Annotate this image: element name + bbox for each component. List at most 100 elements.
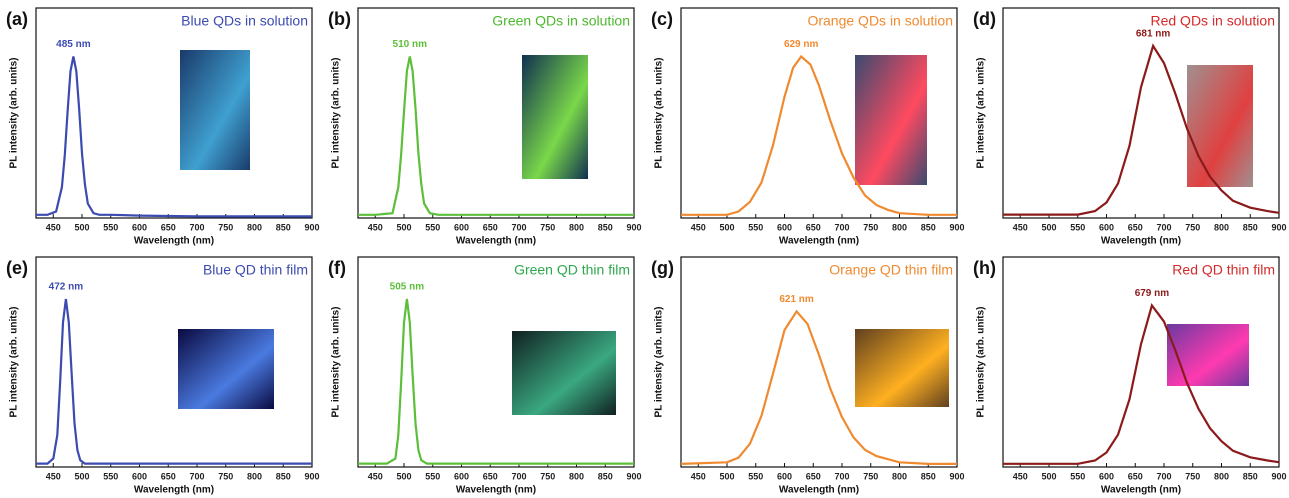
panel-label: (b)	[328, 9, 351, 29]
inset-photo	[855, 55, 927, 185]
x-tick-label: 550	[1070, 471, 1085, 481]
x-tick-label: 850	[1243, 222, 1258, 232]
x-tick-label: 800	[569, 222, 584, 232]
panel-label: (c)	[651, 9, 673, 29]
peak-label: 621 nm	[779, 294, 814, 305]
x-tick-label: 750	[218, 471, 233, 481]
x-tick-label: 450	[368, 222, 383, 232]
x-tick-label: 450	[691, 222, 706, 232]
x-tick-label: 800	[1214, 471, 1229, 481]
panel-label: (a)	[6, 9, 28, 29]
x-tick-label: 850	[598, 222, 613, 232]
peak-label: 629 nm	[784, 39, 819, 50]
x-tick-label: 750	[1185, 222, 1200, 232]
x-tick-label: 450	[368, 471, 383, 481]
x-tick-label: 550	[748, 222, 763, 232]
panel-title: Blue QD thin film	[203, 262, 308, 278]
panel-label: (f)	[328, 258, 346, 278]
x-tick-label: 750	[540, 222, 555, 232]
x-tick-label: 700	[189, 222, 204, 232]
peak-label: 485 nm	[56, 39, 91, 50]
x-tick-label: 850	[1243, 471, 1258, 481]
chart-panel: 450500550600650700750800850900Wavelength…	[0, 249, 322, 498]
y-axis-label: PL intensity (arb. units)	[9, 307, 20, 418]
x-tick-label: 750	[863, 471, 878, 481]
y-axis-label: PL intensity (arb. units)	[654, 58, 665, 169]
x-tick-label: 600	[1099, 471, 1114, 481]
x-tick-label: 700	[511, 471, 526, 481]
x-tick-label: 450	[691, 471, 706, 481]
x-tick-label: 550	[748, 471, 763, 481]
x-tick-label: 650	[483, 222, 498, 232]
x-tick-label: 550	[1070, 222, 1085, 232]
panel-label: (e)	[6, 258, 28, 278]
x-tick-label: 450	[46, 471, 61, 481]
x-tick-label: 800	[247, 222, 262, 232]
peak-label: 510 nm	[393, 39, 428, 50]
y-axis-label: PL intensity (arb. units)	[976, 307, 987, 418]
x-tick-label: 900	[626, 222, 641, 232]
x-tick-label: 600	[1099, 222, 1114, 232]
x-tick-label: 450	[1013, 471, 1028, 481]
x-tick-label: 900	[949, 222, 964, 232]
x-tick-label: 500	[1041, 471, 1056, 481]
x-tick-label: 550	[425, 471, 440, 481]
x-tick-label: 450	[1013, 222, 1028, 232]
x-tick-label: 500	[74, 471, 89, 481]
x-tick-label: 650	[161, 471, 176, 481]
x-tick-label: 500	[74, 222, 89, 232]
panel-title: Blue QDs in solution	[181, 13, 308, 29]
figure: 450 500 550 600 650 700 750 800 850 900 Wavelength…	[0, 0, 1289, 498]
x-tick-label: 600	[454, 471, 469, 481]
x-tick-label: 700	[189, 471, 204, 481]
inset-photo	[855, 329, 949, 407]
x-axis-label: Wavelength (nm)	[1101, 236, 1181, 247]
x-tick-label: 750	[218, 222, 233, 232]
x-tick-label: 600	[777, 222, 792, 232]
panel-title: Green QD thin film	[514, 262, 630, 278]
x-tick-label: 750	[540, 471, 555, 481]
x-tick-label: 750	[863, 222, 878, 232]
chart-panel: 450500550600650700750800850900Wavelength…	[645, 0, 967, 249]
x-tick-label: 900	[1271, 222, 1286, 232]
inset-photo	[178, 329, 274, 409]
y-axis-label: PL intensity (arb. units)	[654, 307, 665, 418]
x-tick-label: 900	[304, 471, 319, 481]
inset-photo	[1167, 324, 1249, 386]
x-tick-label: 650	[483, 471, 498, 481]
x-tick-label: 700	[834, 222, 849, 232]
x-tick-label: 900	[949, 471, 964, 481]
y-axis-label: PL intensity (arb. units)	[9, 58, 20, 169]
x-axis-label: Wavelength (nm)	[134, 236, 214, 247]
panel-label: (d)	[973, 9, 996, 29]
peak-label: 505 nm	[390, 282, 425, 293]
x-axis-label: Wavelength (nm)	[779, 485, 859, 496]
panel-title: Green QDs in solution	[492, 13, 630, 29]
x-tick-label: 650	[1128, 222, 1143, 232]
x-tick-label: 500	[396, 222, 411, 232]
x-tick-label: 500	[1041, 222, 1056, 232]
x-tick-label: 650	[1128, 471, 1143, 481]
x-tick-label: 600	[132, 222, 147, 232]
panel-label: (h)	[973, 258, 996, 278]
x-tick-label: 700	[1156, 471, 1171, 481]
x-axis-label: Wavelength (nm)	[456, 485, 536, 496]
peak-label: 681 nm	[1136, 29, 1171, 40]
spectrum-line	[358, 57, 634, 215]
x-tick-label: 700	[511, 222, 526, 232]
x-tick-label: 850	[276, 222, 291, 232]
x-axis-label: Wavelength (nm)	[779, 236, 859, 247]
x-tick-label: 450	[46, 222, 61, 232]
inset-photo	[512, 331, 616, 415]
x-axis-label: Wavelength (nm)	[1101, 485, 1181, 496]
x-tick-label: 550	[103, 471, 118, 481]
y-axis-label: PL intensity (arb. units)	[976, 58, 987, 169]
x-tick-label: 850	[921, 222, 936, 232]
inset-photo	[1187, 65, 1253, 187]
x-tick-label: 800	[892, 471, 907, 481]
x-tick-label: 500	[719, 222, 734, 232]
x-tick-label: 850	[598, 471, 613, 481]
x-tick-label: 600	[777, 471, 792, 481]
